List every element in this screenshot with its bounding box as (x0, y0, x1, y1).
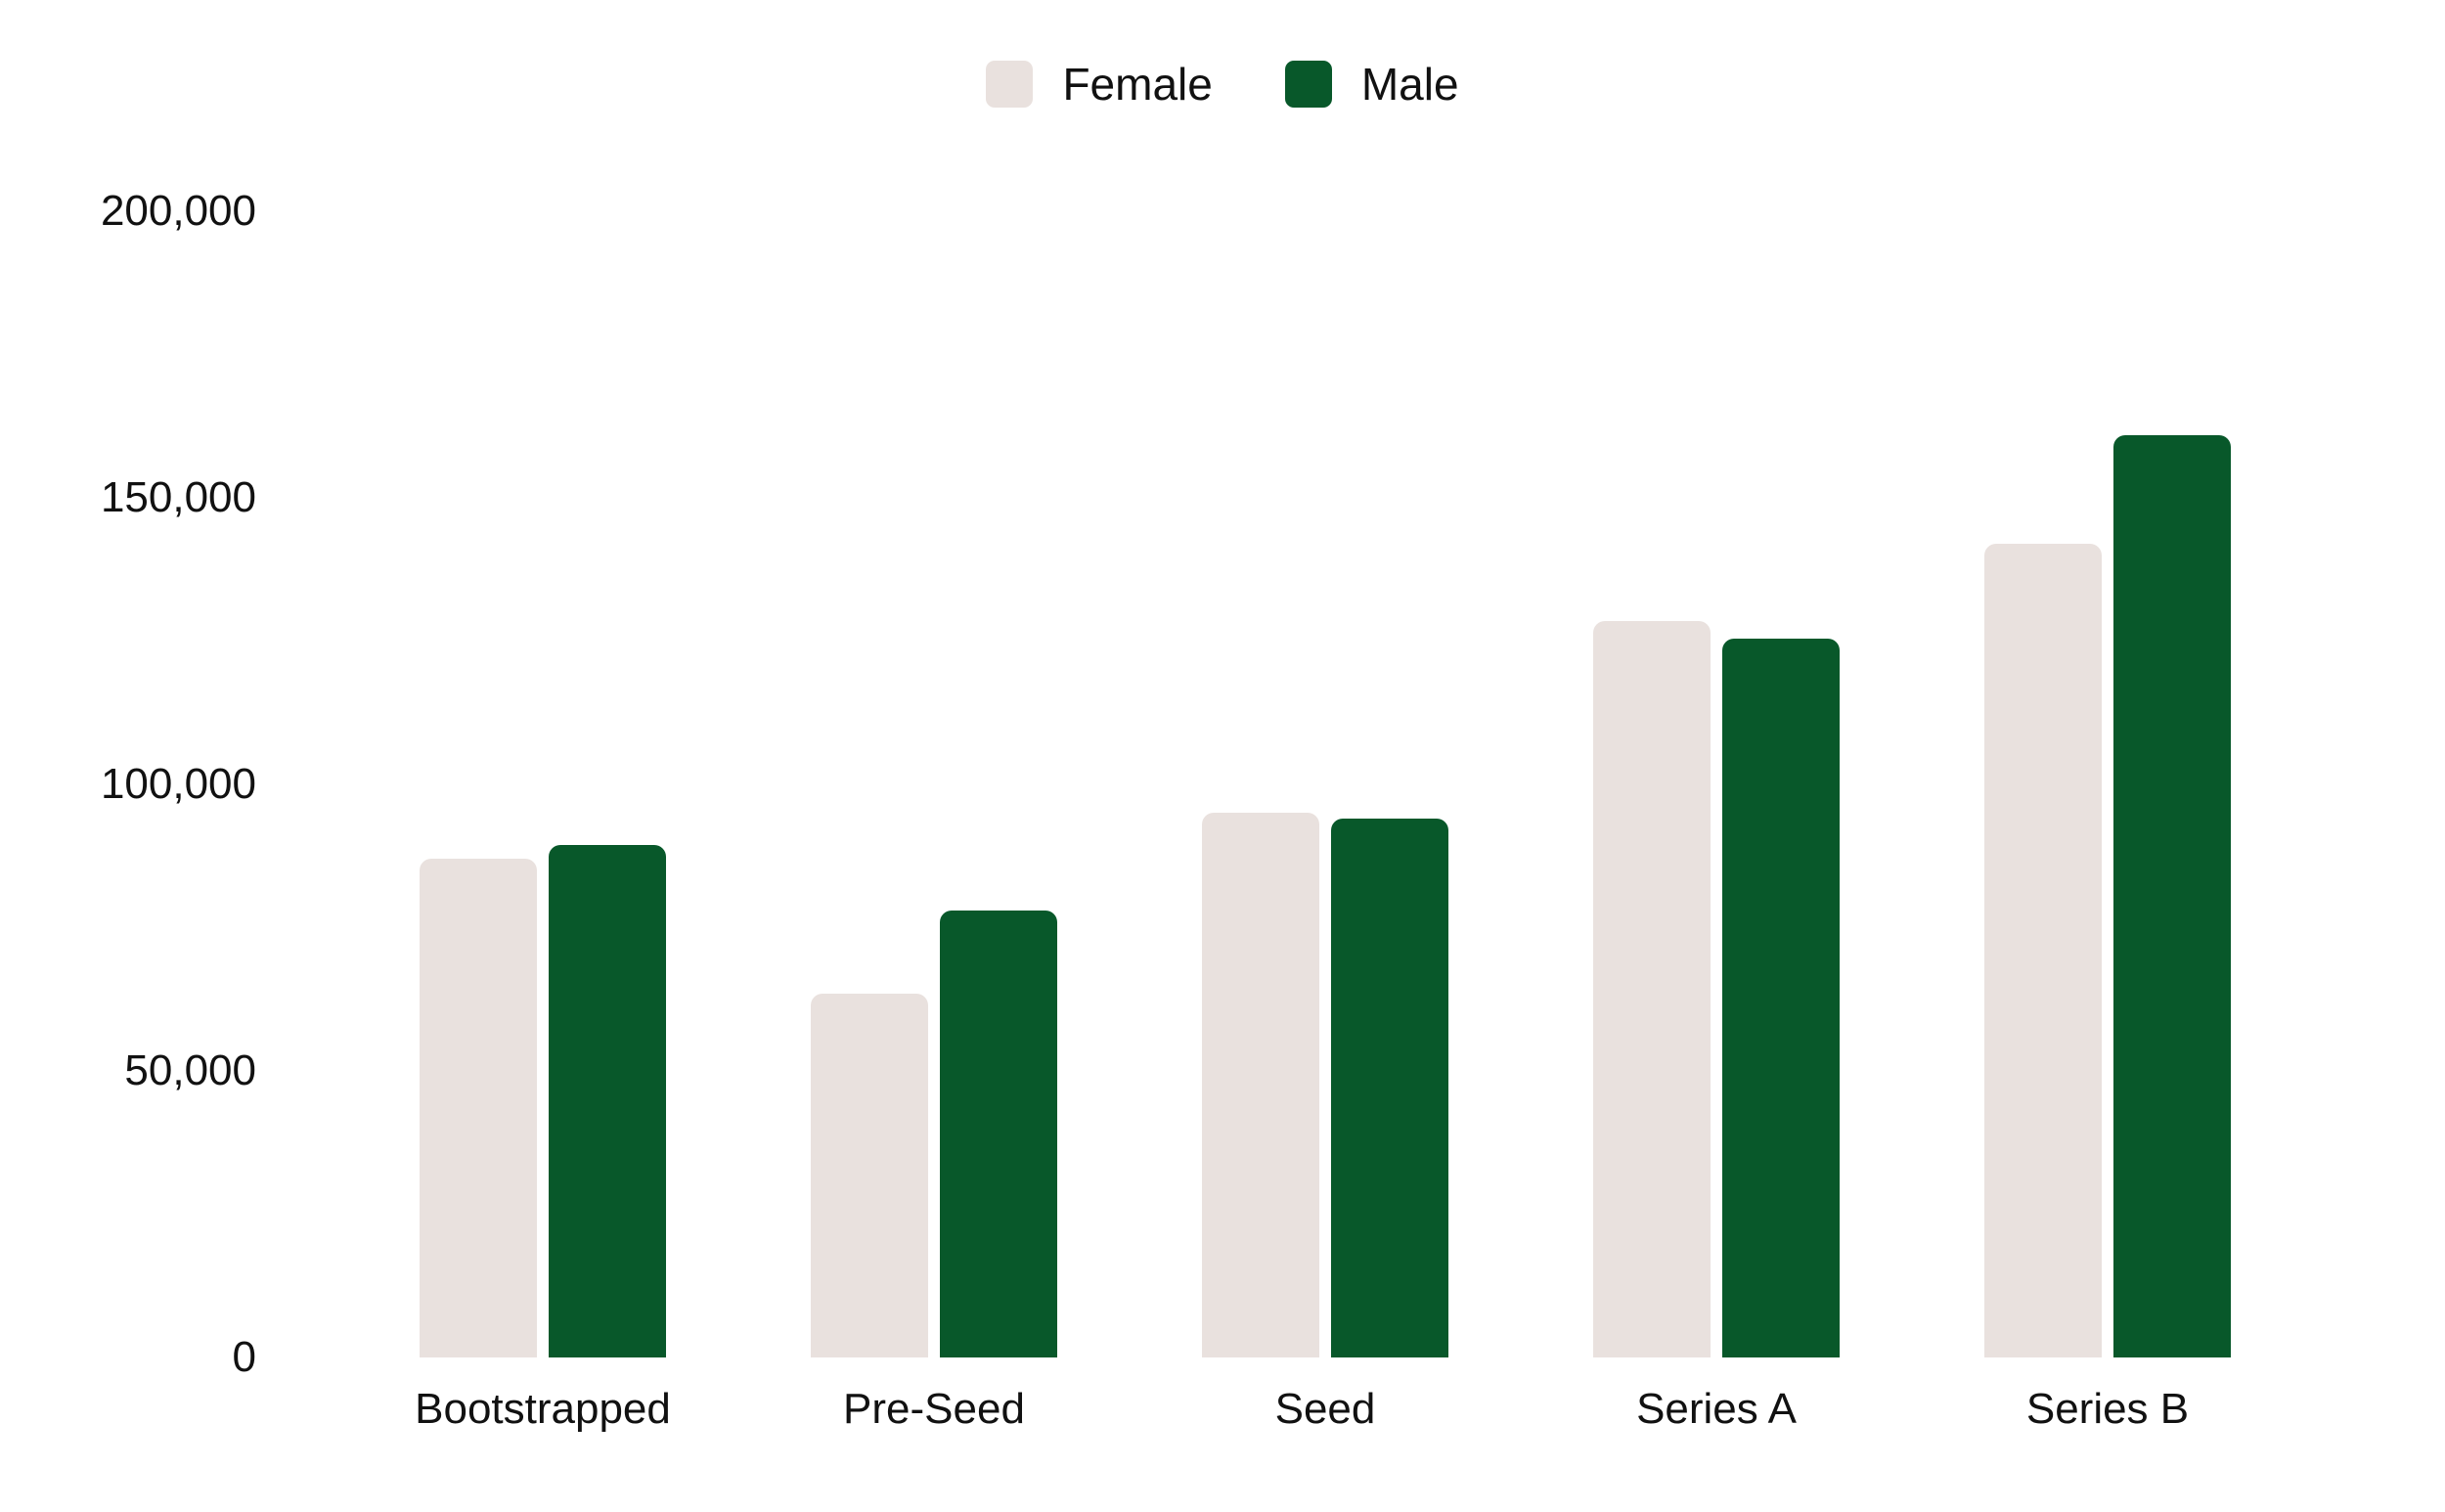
bar-male-bootstrapped (549, 844, 666, 1357)
legend-label: Female (1062, 59, 1213, 110)
bar-male-pre-seed (940, 910, 1057, 1357)
y-axis-tick-label: 100,000 (100, 760, 256, 808)
y-axis-tick-label: 0 (232, 1333, 256, 1381)
legend-swatch-male (1284, 61, 1332, 108)
y-axis-tick-label: 150,000 (100, 473, 256, 521)
bar-male-seed (1331, 819, 1448, 1357)
legend-item-female: Female (986, 59, 1213, 110)
legend-item-male: Male (1284, 59, 1459, 110)
bar-female-pre-seed (811, 993, 928, 1357)
bar-female-series-a (1593, 621, 1711, 1357)
bar-group-series-a (1521, 211, 1912, 1357)
bar-group-pre-seed (738, 211, 1130, 1357)
legend-label: Male (1360, 59, 1459, 110)
x-axis-category-label: Seed (1274, 1385, 1376, 1433)
bar-male-series-b (2113, 434, 2231, 1357)
chart-legend: Female Male (0, 61, 2445, 108)
bar-male-series-a (1722, 638, 1840, 1357)
x-axis-category-label: Series B (2025, 1385, 2190, 1433)
bar-female-bootstrapped (420, 859, 537, 1357)
bar-group-series-b (1912, 211, 2303, 1357)
bar-female-seed (1202, 813, 1319, 1357)
x-axis-category-label: Bootstrapped (415, 1385, 671, 1433)
x-axis-category-label: Series A (1636, 1385, 1797, 1433)
x-axis-category-label: Pre-Seed (843, 1385, 1025, 1433)
bar-female-series-b (1984, 543, 2102, 1357)
legend-swatch-female (986, 61, 1034, 108)
plot-area (347, 211, 2303, 1357)
bar-group-bootstrapped (347, 211, 738, 1357)
bar-group-seed (1130, 211, 1521, 1357)
y-axis-tick-label: 200,000 (100, 187, 256, 235)
y-axis-tick-label: 50,000 (124, 1046, 256, 1094)
